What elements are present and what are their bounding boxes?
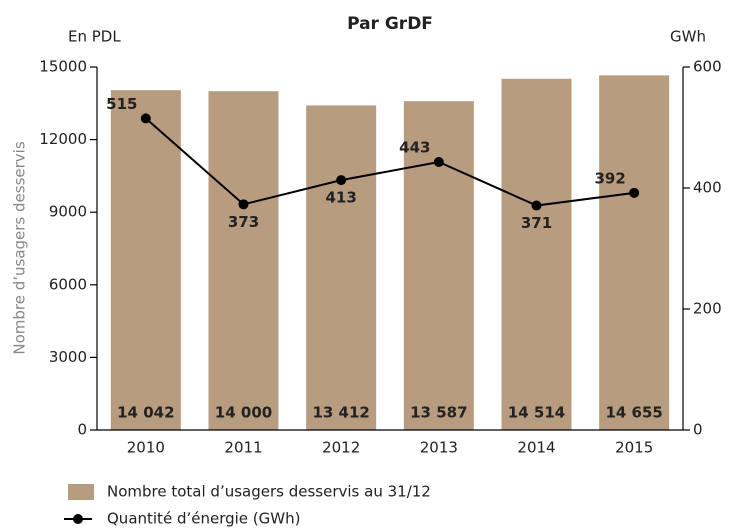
x-tick-label: 2015 bbox=[615, 439, 653, 457]
line-value-label: 413 bbox=[326, 189, 357, 207]
y-tick-label: 3000 bbox=[49, 348, 87, 366]
bar-value-label: 14 000 bbox=[215, 404, 272, 422]
y-tick-label: 9000 bbox=[49, 203, 87, 221]
legend-label: Nombre total d’usagers desservis au 31/1… bbox=[107, 483, 431, 501]
line-marker bbox=[238, 199, 249, 210]
legend-label: Quantité d’énergie (GWh) bbox=[107, 510, 300, 528]
y-axis-label: Nombre d’usagers desservis bbox=[11, 141, 29, 354]
y2-tick-label: 0 bbox=[693, 421, 703, 439]
bar bbox=[403, 101, 474, 430]
bar-value-label: 14 514 bbox=[508, 404, 565, 422]
chart-title: Par GrDF bbox=[347, 14, 433, 34]
bar-value-label: 13 412 bbox=[312, 404, 369, 422]
y-tick-label: 12000 bbox=[39, 130, 87, 148]
y2-tick-label: 400 bbox=[693, 179, 722, 197]
bar bbox=[501, 78, 572, 430]
line-value-label: 443 bbox=[399, 138, 430, 156]
legend-swatch bbox=[68, 484, 94, 500]
bar bbox=[208, 91, 279, 430]
y-tick-label: 6000 bbox=[49, 275, 87, 293]
line bbox=[145, 117, 635, 207]
line-marker bbox=[433, 156, 444, 167]
line-value-label: 392 bbox=[595, 169, 626, 187]
bar bbox=[599, 75, 670, 430]
line-value-label: 371 bbox=[521, 214, 552, 232]
y-unit: En PDL bbox=[68, 28, 121, 46]
bar-value-label: 13 587 bbox=[410, 404, 467, 422]
y2-tick-label: 200 bbox=[693, 300, 722, 318]
line-marker bbox=[629, 187, 640, 198]
legend-marker bbox=[73, 514, 83, 524]
y2-tick-label: 600 bbox=[693, 58, 722, 76]
line-marker bbox=[531, 200, 542, 211]
x-tick-label: 2011 bbox=[224, 439, 262, 457]
line-value-label: 515 bbox=[106, 95, 137, 113]
y-tick-label: 0 bbox=[77, 421, 87, 439]
bar bbox=[110, 90, 181, 431]
bar bbox=[306, 105, 377, 431]
y-tick-label: 15000 bbox=[39, 58, 87, 76]
line-marker bbox=[140, 113, 151, 124]
x-tick-label: 2013 bbox=[420, 439, 458, 457]
y2-unit: GWh bbox=[670, 28, 706, 46]
x-tick-label: 2012 bbox=[322, 439, 360, 457]
bar-value-label: 14 655 bbox=[605, 404, 662, 422]
line-marker bbox=[336, 175, 347, 186]
x-tick-label: 2010 bbox=[127, 439, 165, 457]
x-tick-label: 2014 bbox=[517, 439, 555, 457]
bar-value-label: 14 042 bbox=[117, 404, 174, 422]
line-value-label: 373 bbox=[228, 213, 259, 231]
